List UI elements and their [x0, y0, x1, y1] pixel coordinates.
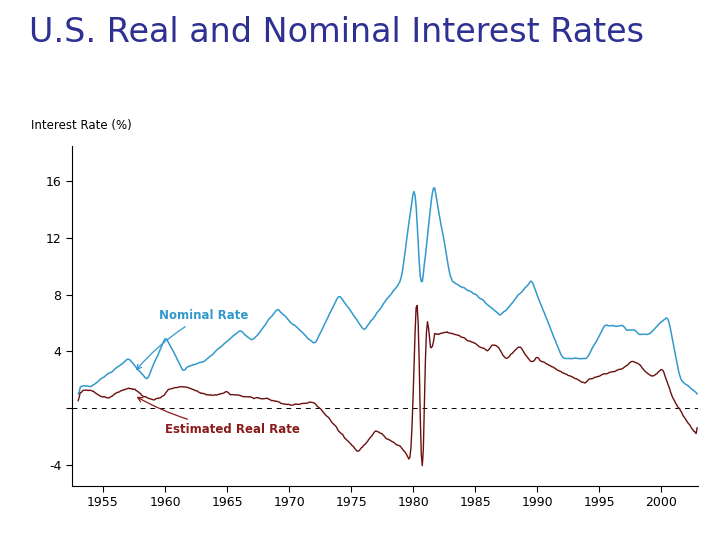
Text: Interest Rate (%): Interest Rate (%) — [31, 119, 132, 132]
Text: Nominal Rate: Nominal Rate — [137, 309, 248, 369]
Text: U.S. Real and Nominal Interest Rates: U.S. Real and Nominal Interest Rates — [29, 16, 644, 49]
Text: Estimated Real Rate: Estimated Real Rate — [138, 397, 300, 436]
